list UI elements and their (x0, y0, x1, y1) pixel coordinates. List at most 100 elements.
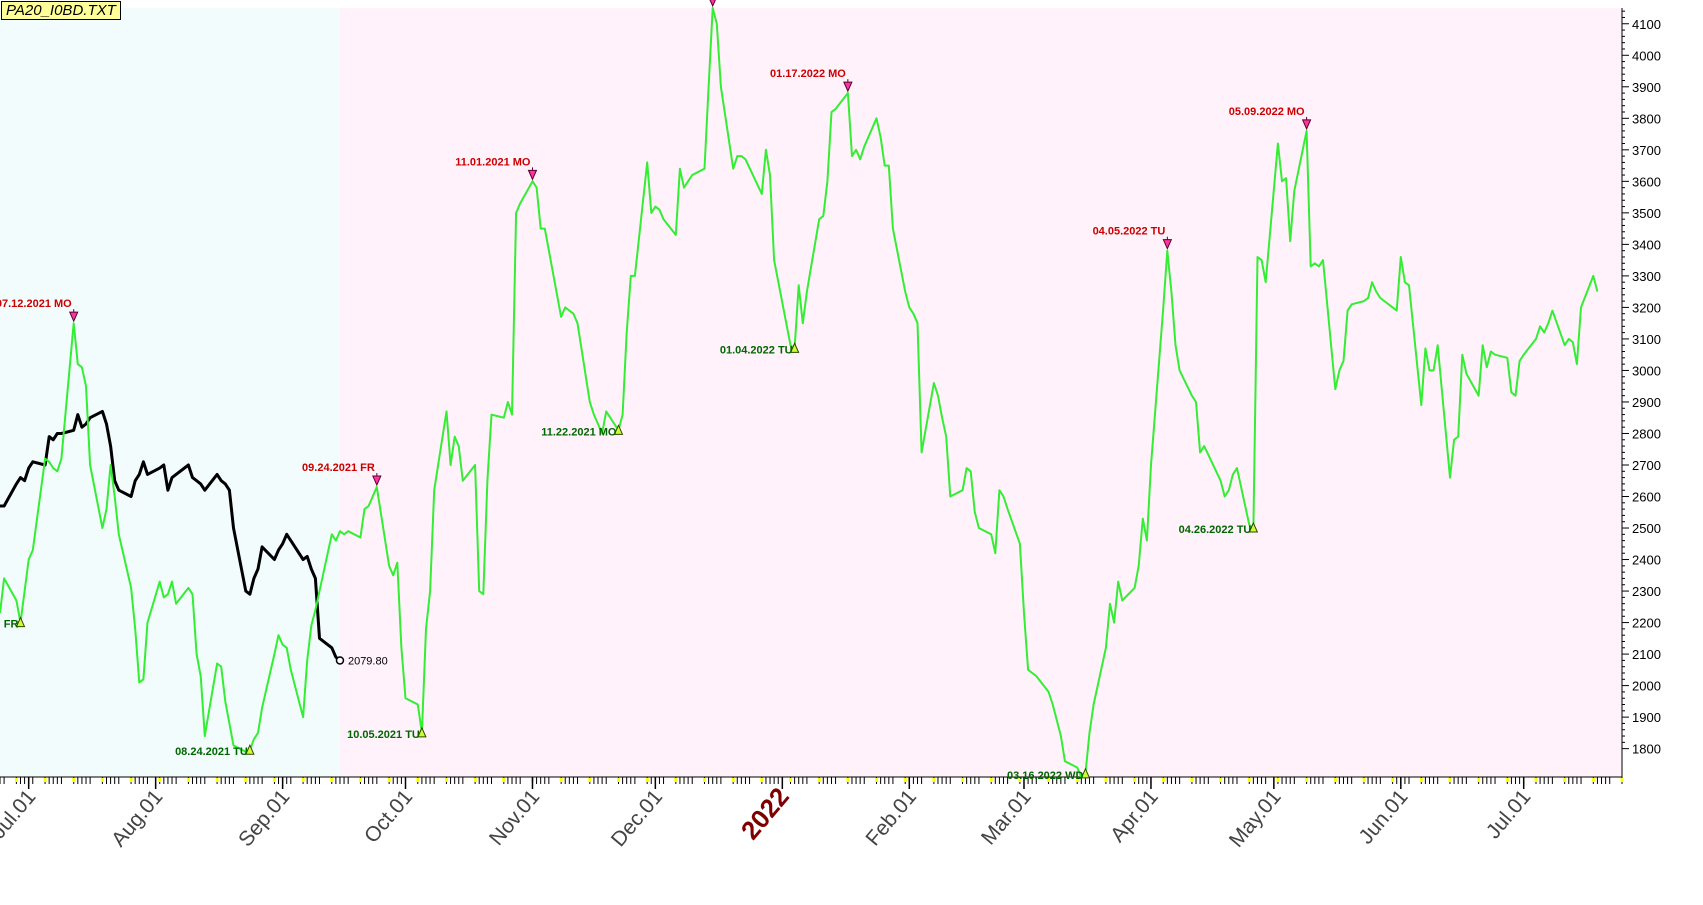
x-week-marker (387, 778, 391, 782)
y-tick-label: 2000 (1632, 679, 1661, 694)
x-week-marker (272, 778, 276, 782)
x-week-marker (129, 778, 133, 782)
low-label: FR (4, 619, 19, 631)
x-week-marker (1247, 778, 1251, 782)
y-tick-label: 3700 (1632, 143, 1661, 158)
x-month-label: Feb.01 (861, 785, 921, 850)
high-label: 11.01.2021 MO (455, 156, 531, 168)
low-marker (417, 726, 427, 738)
y-tick-label: 2700 (1632, 458, 1661, 473)
x-week-marker (158, 778, 162, 782)
low-marker (245, 743, 255, 755)
x-week-marker (1018, 778, 1022, 782)
x-week-marker (1219, 778, 1223, 782)
x-week-marker (903, 778, 907, 782)
x-week-marker (444, 778, 448, 782)
x-week-marker (502, 778, 506, 782)
x-week-marker (244, 778, 248, 782)
low-label: 11.22.2021 MO (541, 426, 617, 438)
y-tick-label: 2900 (1632, 395, 1661, 410)
x-month-label: Jun.01 (1354, 785, 1412, 848)
x-week-marker (989, 778, 993, 782)
high-marker (709, 0, 716, 8)
x-month-label: Jul.01 (0, 785, 41, 843)
high-label: 07.12.2021 MO (0, 298, 72, 310)
low-label: 10.05.2021 TU (347, 729, 420, 741)
x-month-label: 2022 (735, 782, 795, 846)
x-week-marker (72, 778, 76, 782)
x-week-marker (1620, 778, 1624, 782)
x-week-marker (961, 778, 965, 782)
x-week-marker (1505, 778, 1509, 782)
y-tick-label: 2500 (1632, 521, 1661, 536)
x-month-label: Sep.01 (234, 785, 294, 851)
y-tick-label: 3200 (1632, 300, 1661, 315)
x-week-marker (1305, 778, 1309, 782)
low-label: 08.24.2021 TU (175, 746, 248, 758)
x-week-marker (1075, 778, 1079, 782)
x-week-marker (932, 778, 936, 782)
y-tick-label: 2400 (1632, 553, 1661, 568)
x-week-marker (588, 778, 592, 782)
y-tick-label: 1900 (1632, 710, 1661, 725)
chart-title: PA20_I0BD.TXT (1, 1, 121, 20)
x-week-marker (1591, 778, 1595, 782)
y-tick-label: 3500 (1632, 206, 1661, 221)
x-week-marker (789, 778, 793, 782)
x-week-marker (559, 778, 563, 782)
x-week-marker (1419, 778, 1423, 782)
x-week-marker (817, 778, 821, 782)
y-tick-label: 3600 (1632, 174, 1661, 189)
high-label: 09.24.2021 FR (302, 462, 375, 474)
y-tick-label: 3400 (1632, 237, 1661, 252)
x-month-label: Aug.01 (107, 785, 167, 851)
y-tick-label: 2600 (1632, 490, 1661, 505)
x-week-marker (358, 778, 362, 782)
x-month-label: Apr.01 (1106, 785, 1163, 846)
x-week-marker (616, 778, 620, 782)
high-marker (68, 311, 79, 323)
x-week-marker (760, 778, 764, 782)
x-month-label: Dec.01 (607, 785, 667, 851)
y-tick-label: 3300 (1632, 269, 1661, 284)
low-marker (15, 616, 26, 628)
y-tick-label: 4100 (1632, 17, 1661, 32)
x-week-marker (1133, 778, 1137, 782)
background-band (0, 8, 340, 777)
low-marker (1080, 767, 1091, 779)
x-month-label: Mar.01 (977, 785, 1036, 849)
x-week-marker (1448, 778, 1452, 782)
low-label: 01.04.2022 TU (720, 344, 793, 356)
series-black-line (0, 409, 341, 662)
x-week-marker (1190, 778, 1194, 782)
high-marker (1301, 119, 1312, 131)
high-label: 01.17.2022 MO (770, 68, 846, 80)
series-green-line (0, 7, 1599, 778)
x-week-marker (14, 778, 18, 782)
x-week-marker (1047, 778, 1051, 782)
low-label: 03.16.2022 WD (1007, 770, 1083, 782)
x-week-marker (1333, 778, 1337, 782)
x-week-marker (674, 778, 678, 782)
x-week-marker (703, 778, 707, 782)
y-tick-label: 2100 (1632, 647, 1661, 662)
y-tick-label: 3000 (1632, 363, 1661, 378)
x-month-label: Nov.01 (485, 785, 544, 850)
x-week-marker (1362, 778, 1366, 782)
background-band (339, 8, 1623, 777)
series-end-marker (335, 656, 345, 665)
high-label: 05.09.2022 MO (1229, 106, 1305, 118)
x-week-marker (100, 778, 104, 782)
y-tick-label: 3900 (1632, 80, 1661, 95)
x-week-marker (416, 778, 420, 782)
y-tick-label: 3800 (1632, 111, 1661, 126)
x-week-marker (1276, 778, 1280, 782)
x-week-marker (1534, 778, 1538, 782)
series-end-label: 2079.80 (348, 655, 388, 667)
x-week-marker (645, 778, 649, 782)
x-week-marker (1563, 778, 1567, 782)
low-marker (613, 424, 624, 435)
low-marker (1248, 521, 1259, 533)
y-tick-label: 4000 (1632, 48, 1661, 63)
